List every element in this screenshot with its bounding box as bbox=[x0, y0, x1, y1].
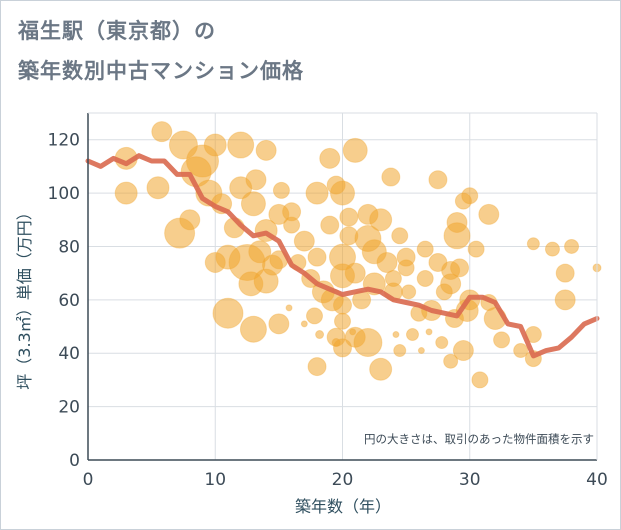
data-bubble bbox=[446, 211, 468, 233]
data-bubble bbox=[248, 240, 272, 264]
data-bubble bbox=[391, 227, 409, 245]
data-bubble bbox=[555, 263, 575, 283]
data-bubble bbox=[342, 137, 368, 163]
data-bubble bbox=[240, 191, 266, 217]
data-bubble bbox=[319, 147, 341, 169]
data-bubble bbox=[212, 297, 244, 329]
data-bubble bbox=[334, 312, 351, 330]
data-bubble bbox=[293, 230, 315, 252]
data-bubble bbox=[344, 262, 366, 284]
data-bubble bbox=[285, 304, 293, 312]
tick-labels: 0 10 20 30 40 0 20 40 60 80 100 120 bbox=[48, 131, 608, 490]
data-bubble bbox=[452, 340, 474, 362]
data-bubble bbox=[416, 269, 434, 287]
data-bubble bbox=[393, 344, 407, 358]
y-tick-label: 100 bbox=[48, 184, 80, 204]
data-bubble bbox=[283, 216, 301, 234]
data-bubble bbox=[513, 343, 529, 359]
data-bubble bbox=[397, 259, 415, 277]
data-bubble bbox=[461, 187, 479, 205]
data-bubble bbox=[471, 371, 489, 389]
data-bubble bbox=[384, 269, 402, 287]
data-bubble bbox=[114, 181, 138, 205]
x-tick-label: 0 bbox=[83, 470, 94, 490]
data-bubble bbox=[245, 169, 267, 191]
data-bubble bbox=[369, 208, 393, 232]
data-bubble bbox=[146, 176, 170, 200]
data-bubble bbox=[307, 357, 327, 377]
average-price-line bbox=[85, 153, 600, 359]
data-bubble bbox=[467, 240, 485, 258]
data-bubble bbox=[300, 320, 308, 328]
average-line-series bbox=[85, 153, 600, 359]
data-bubble bbox=[478, 203, 500, 225]
data-bubble bbox=[526, 237, 540, 251]
y-tick-label: 60 bbox=[58, 291, 80, 311]
data-bubble bbox=[268, 313, 290, 335]
data-bubble bbox=[151, 121, 173, 143]
data-bubble bbox=[306, 307, 324, 325]
data-bubble bbox=[401, 284, 417, 300]
data-bubble bbox=[493, 331, 511, 349]
data-bubble bbox=[339, 207, 359, 227]
x-tick-label: 10 bbox=[204, 470, 226, 490]
data-bubble bbox=[417, 347, 425, 355]
data-bubble bbox=[435, 336, 449, 350]
data-bubble bbox=[333, 295, 352, 315]
data-bubble bbox=[443, 353, 459, 369]
data-bubble bbox=[315, 330, 325, 340]
data-bubble bbox=[305, 181, 329, 205]
x-axis-label: 築年数（年） bbox=[295, 497, 391, 516]
y-tick-label: 20 bbox=[58, 398, 80, 418]
y-tick-label: 0 bbox=[69, 451, 80, 471]
axes bbox=[87, 112, 598, 461]
data-bubble bbox=[272, 181, 290, 199]
y-axis-label: 坪（3.3㎡）単価（万円） bbox=[15, 204, 34, 389]
data-bubble bbox=[349, 328, 357, 336]
data-bubble bbox=[392, 331, 400, 339]
data-bubble bbox=[353, 328, 383, 358]
x-tick-label: 20 bbox=[332, 470, 354, 490]
data-bubble bbox=[179, 209, 201, 231]
data-bubble bbox=[255, 139, 277, 161]
chart-title-line-2: 築年数別中古マンション価格 bbox=[18, 59, 304, 83]
data-bubble bbox=[544, 241, 560, 257]
data-bubble bbox=[330, 180, 355, 206]
bubble-series bbox=[114, 121, 602, 389]
data-bubble bbox=[239, 315, 267, 343]
data-bubble bbox=[564, 238, 580, 254]
data-bubble bbox=[554, 289, 576, 311]
data-bubble bbox=[376, 251, 398, 273]
data-bubble bbox=[416, 240, 434, 258]
data-bubble bbox=[450, 258, 470, 278]
data-bubble bbox=[227, 131, 255, 159]
data-bubble bbox=[425, 328, 433, 336]
x-tick-label: 30 bbox=[459, 470, 481, 490]
data-bubble bbox=[331, 338, 341, 348]
bubble-size-note: 円の大きさは、取引のあった物件面積を示す bbox=[364, 432, 594, 446]
y-tick-label: 40 bbox=[58, 344, 80, 364]
x-tick-label: 40 bbox=[586, 470, 608, 490]
data-bubble bbox=[307, 247, 327, 267]
data-bubble bbox=[320, 215, 340, 235]
data-bubble bbox=[203, 133, 227, 157]
chart-title-line-1: 福生駅（東京都）の bbox=[18, 19, 216, 43]
data-bubble bbox=[405, 328, 419, 342]
y-tick-label: 80 bbox=[58, 237, 80, 257]
data-bubble bbox=[428, 170, 448, 190]
y-tick-label: 120 bbox=[48, 131, 80, 151]
data-bubble bbox=[381, 167, 401, 187]
data-bubble bbox=[369, 357, 393, 381]
